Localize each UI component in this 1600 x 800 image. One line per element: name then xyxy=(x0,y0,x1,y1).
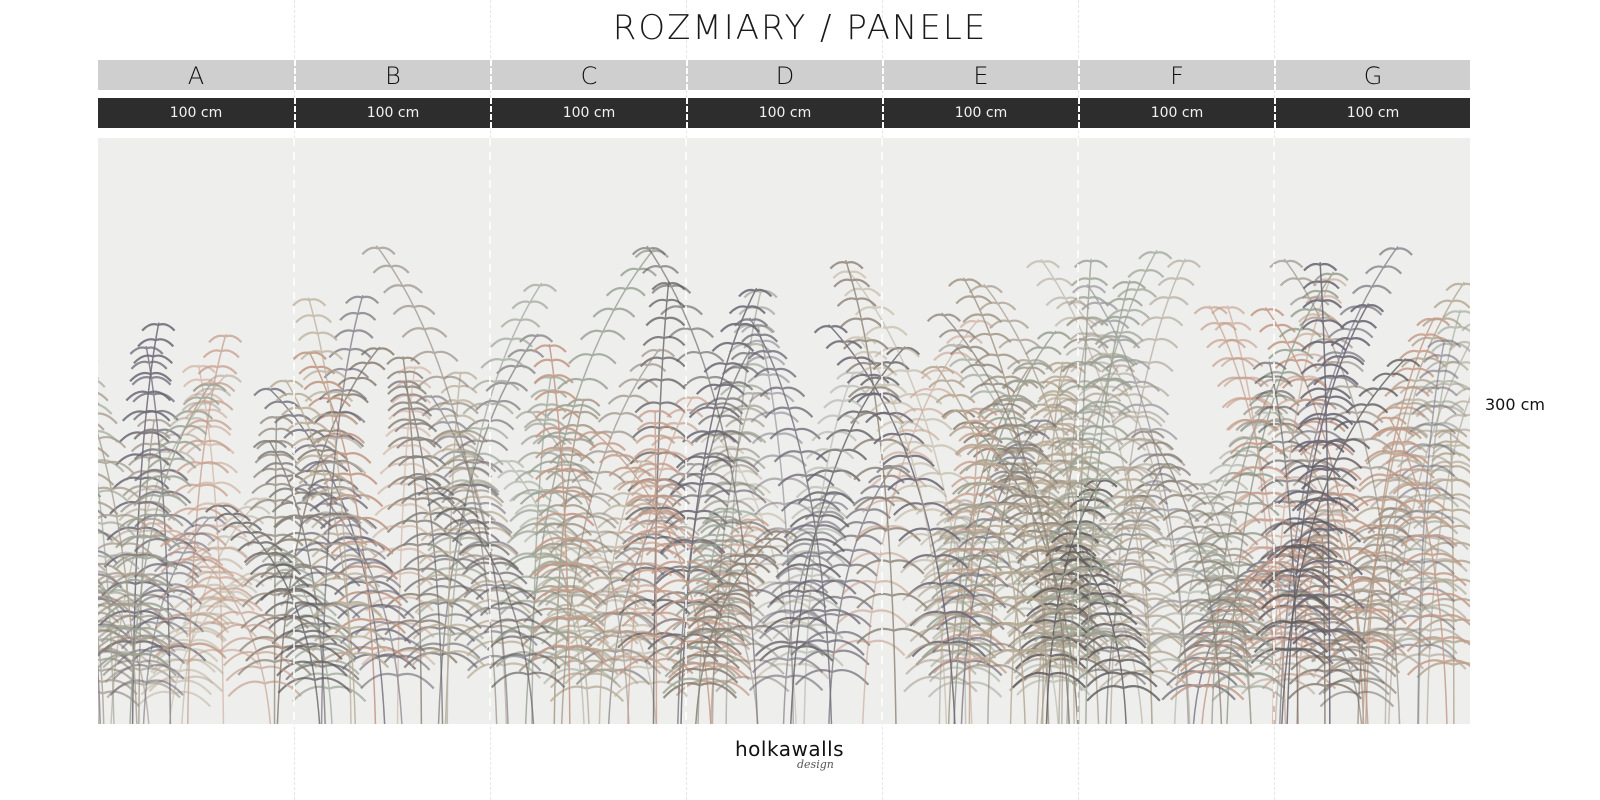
panel-width: 100 cm xyxy=(294,98,490,128)
frond xyxy=(361,245,529,724)
frond xyxy=(1141,411,1286,724)
panel-letter-bar: A B C D E F G xyxy=(98,60,1470,90)
frond xyxy=(237,415,312,724)
frond xyxy=(1372,416,1470,724)
panel-letter: D xyxy=(686,60,882,90)
frond xyxy=(662,530,798,724)
panel-width-bar: 100 cm 100 cm 100 cm 100 cm 100 cm 100 c… xyxy=(98,98,1470,128)
frond xyxy=(1034,249,1173,724)
frond xyxy=(741,323,829,724)
frond xyxy=(1416,429,1470,724)
wallpaper-artwork xyxy=(98,138,1470,724)
frond xyxy=(269,379,390,724)
frond xyxy=(1050,280,1147,724)
frond xyxy=(98,377,170,724)
page-title: ROZMIARY / PANELE xyxy=(612,8,988,48)
frond xyxy=(1250,358,1421,724)
panel-letter: B xyxy=(294,60,490,90)
panel-width: 100 cm xyxy=(882,98,1078,128)
frond xyxy=(361,365,436,724)
panel-letter: G xyxy=(1274,60,1470,90)
frond xyxy=(139,522,302,724)
brand-logo: holkawalls xyxy=(735,737,845,761)
frond xyxy=(952,440,1038,724)
panel-width: 100 cm xyxy=(490,98,686,128)
frond xyxy=(292,297,387,724)
frond xyxy=(1077,258,1201,724)
frond xyxy=(734,317,865,724)
frond xyxy=(1292,262,1367,724)
panel-width: 100 cm xyxy=(169,105,223,121)
frond xyxy=(531,343,607,724)
panel-width: 100 cm xyxy=(1274,98,1470,128)
frond xyxy=(920,365,1059,724)
frond xyxy=(410,371,486,724)
frond xyxy=(842,335,980,724)
frond xyxy=(136,572,273,724)
frond xyxy=(1238,277,1347,724)
panel-letter: A xyxy=(187,62,205,90)
panel-letter: F xyxy=(1078,60,1274,90)
frond xyxy=(109,516,226,724)
frond xyxy=(529,348,676,724)
frond xyxy=(769,371,871,724)
frond xyxy=(383,356,458,724)
frond xyxy=(593,396,709,724)
height-label: 300 cm xyxy=(1485,395,1546,414)
brand-logo-subtitle: design xyxy=(797,758,834,771)
frond xyxy=(1130,430,1255,724)
panel-letter: C xyxy=(490,60,686,90)
panel-letter: E xyxy=(882,60,1078,90)
panel-width: 100 cm xyxy=(686,98,882,128)
panel-width: 100 cm xyxy=(1078,98,1274,128)
frond xyxy=(813,324,987,724)
frond xyxy=(748,492,853,724)
